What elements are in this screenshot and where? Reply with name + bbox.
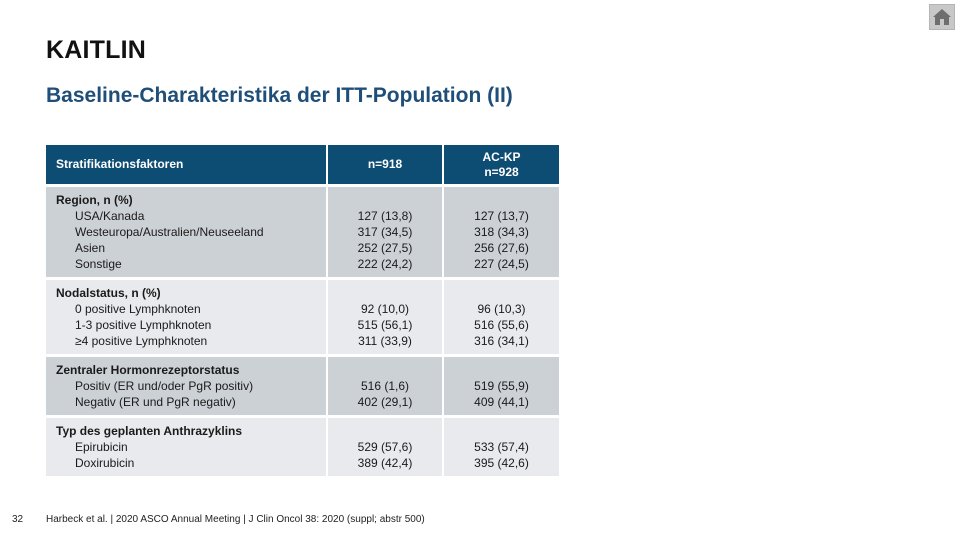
row-value: 311 (33,9) [358, 334, 412, 348]
row-value: 96 (10,3) [477, 302, 526, 316]
row-label: Asien [75, 241, 106, 255]
row-label: Doxirubicin [75, 456, 135, 470]
home-button[interactable] [929, 4, 955, 30]
row-value: 222 (24,2) [357, 257, 413, 271]
group-title: Zentraler Hormonrezeptorstatus [56, 363, 240, 377]
table-header-row: Stratifikationsfaktoren n=918 AC-KP n=92… [46, 145, 559, 187]
slide-title: KAITLIN [46, 36, 146, 64]
row-value: 316 (34,1) [474, 334, 529, 348]
baseline-table: Stratifikationsfaktoren n=918 AC-KP n=92… [46, 145, 559, 479]
row-label: Negativ (ER und PgR negativ) [75, 395, 236, 409]
row-value: 516 (55,6) [474, 318, 529, 332]
row-value: 317 (34,5) [357, 225, 413, 239]
group-values-arm2: 127 (13,7) 318 (34,3) 256 (27,6) 227 (24… [443, 185, 559, 280]
row-value: 389 (42,4) [357, 456, 413, 470]
group-label-cell: Zentraler Hormonrezeptorstatus Positiv (… [46, 355, 328, 418]
page-number: 32 [12, 514, 24, 525]
row-value: 409 (44,1) [474, 395, 529, 409]
group-title: Typ des geplanten Anthrazyklins [56, 424, 243, 438]
row-value: 127 (13,7) [474, 209, 529, 223]
home-icon [933, 9, 951, 25]
row-value: 516 (1,6) [360, 379, 410, 393]
row-value: 519 (55,9) [474, 379, 529, 393]
group-values-arm1: 529 (57,6) 389 (42,4) [327, 416, 444, 479]
row-value: 402 (29,1) [357, 395, 413, 409]
row-label: Sonstige [75, 257, 122, 271]
group-values-arm2: 519 (55,9) 409 (44,1) [443, 355, 559, 418]
group-values-arm2: 533 (57,4) 395 (42,6) [443, 416, 559, 479]
table-group-nodalstatus: Nodalstatus, n (%) 0 positive Lymphknote… [46, 278, 559, 357]
footer-citation: Harbeck et al. | 2020 ASCO Annual Meetin… [46, 514, 425, 525]
row-label: 0 positive Lymphknoten [75, 302, 201, 316]
row-label: Epirubicin [75, 440, 128, 454]
group-label-cell: Typ des geplanten Anthrazyklins Epirubic… [46, 416, 328, 479]
row-label: Positiv (ER und/oder PgR positiv) [75, 379, 254, 393]
row-value: 227 (24,5) [474, 257, 529, 271]
row-label: 1-3 positive Lymphknoten [75, 318, 212, 332]
row-value: 529 (57,6) [357, 440, 413, 454]
row-label: ≥4 positive Lymphknoten [75, 334, 208, 348]
row-value: 515 (56,1) [357, 318, 413, 332]
row-value: 256 (27,6) [474, 241, 529, 255]
row-value: 395 (42,6) [474, 456, 529, 470]
group-values-arm2: 96 (10,3) 516 (55,6) 316 (34,1) [443, 278, 559, 357]
group-label-cell: Region, n (%) USA/Kanada Westeuropa/Aust… [46, 185, 328, 280]
group-values-arm1: 92 (10,0) 515 (56,1) 311 (33,9) [327, 278, 444, 357]
row-label: Westeuropa/Australien/Neuseeland [75, 225, 264, 239]
header-stratification: Stratifikationsfaktoren [46, 145, 328, 187]
table-group-anthracycline: Typ des geplanten Anthrazyklins Epirubic… [46, 416, 559, 479]
row-value: 92 (10,0) [360, 302, 410, 316]
table-group-hormone-receptor: Zentraler Hormonrezeptorstatus Positiv (… [46, 355, 559, 418]
table-group-region: Region, n (%) USA/Kanada Westeuropa/Aust… [46, 185, 559, 280]
row-value: 318 (34,3) [474, 225, 529, 239]
row-label: USA/Kanada [75, 209, 145, 223]
row-value: 533 (57,4) [474, 440, 529, 454]
row-value: 127 (13,8) [357, 209, 413, 223]
header-ac-kp-n: n=928 [484, 164, 519, 179]
header-n918: n=918 [327, 145, 444, 187]
group-values-arm1: 127 (13,8) 317 (34,5) 252 (27,5) 222 (24… [327, 185, 444, 280]
row-value: 252 (27,5) [357, 241, 413, 255]
group-title: Region, n (%) [56, 193, 133, 207]
group-title: Nodalstatus, n (%) [56, 286, 161, 300]
header-ac-kp: AC-KP n=928 [443, 145, 559, 187]
slide-subtitle: Baseline-Charakteristika der ITT-Populat… [46, 84, 513, 107]
group-values-arm1: 516 (1,6) 402 (29,1) [327, 355, 444, 418]
group-label-cell: Nodalstatus, n (%) 0 positive Lymphknote… [46, 278, 328, 357]
header-ac-kp-label: AC-KP [482, 149, 521, 164]
